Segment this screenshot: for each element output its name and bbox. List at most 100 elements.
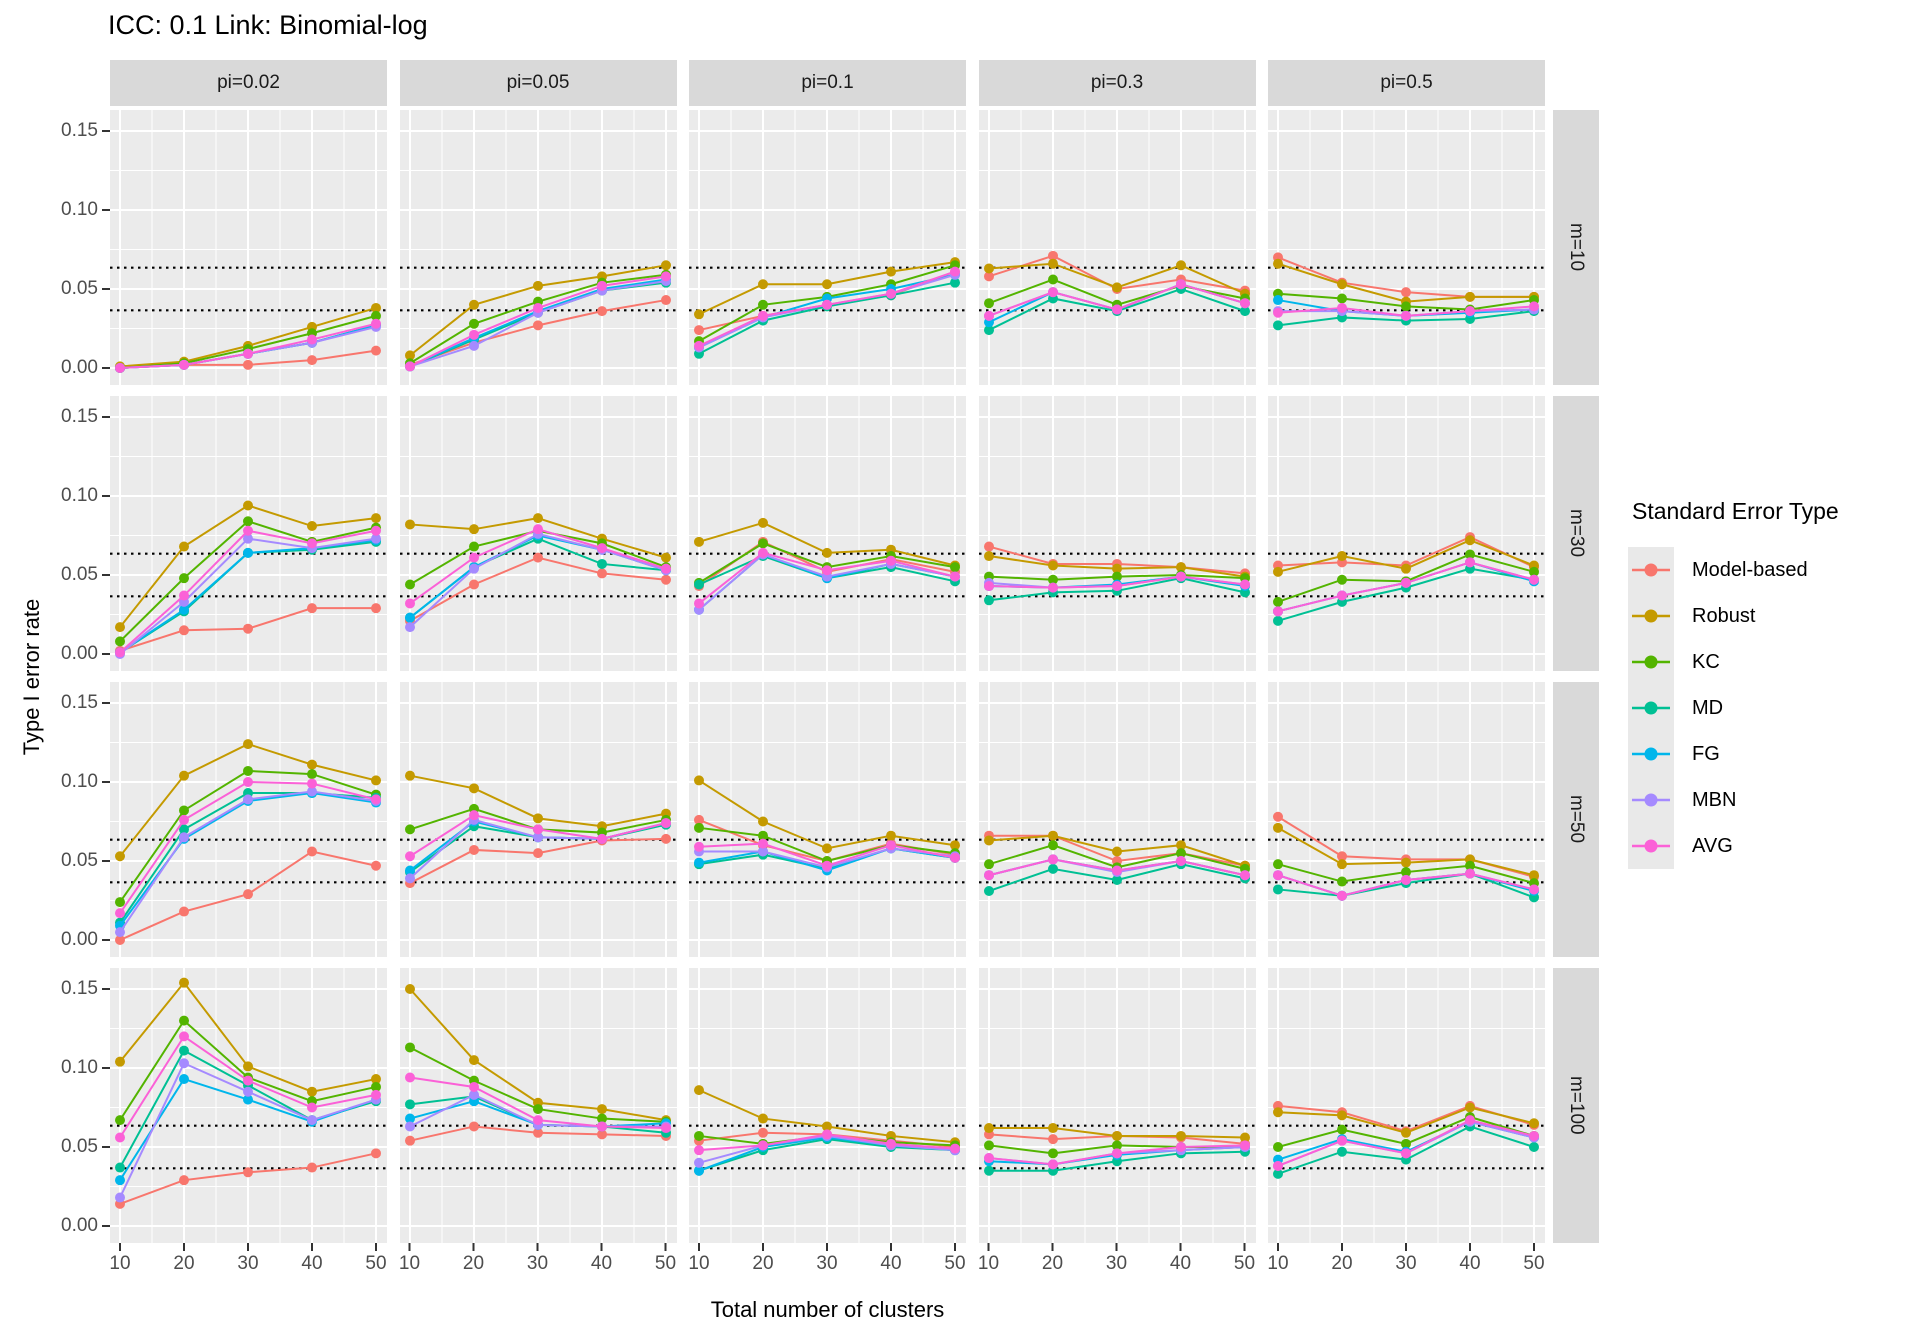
series-avg [115,525,381,658]
legend-item-label: MBN [1692,788,1737,811]
facet-row-label: m=10 [1566,223,1587,272]
series-md [983,859,1250,897]
x-tick-label: 40 [880,1253,902,1274]
y-tick-label: 0.10 [61,771,98,792]
facet-panel [689,110,966,385]
x-tick-label: 30 [526,1253,549,1274]
facet-col-strip: pi=0.5 [1268,60,1545,106]
facet-row-strip: m=10 [1553,110,1599,385]
x-tick-label: 20 [173,1253,195,1274]
facet-col-label: pi=0.02 [217,72,280,93]
series-avg [1273,301,1539,321]
x-tick-label: 20 [752,1253,774,1274]
facet-col-strip: pi=0.05 [399,60,677,106]
legend-item-label: AVG [1692,834,1733,857]
facet-panel [1268,396,1545,671]
facet-panel [110,682,387,957]
series-mbn [115,1058,381,1203]
x-tick-label: 50 [365,1253,387,1274]
facet-row-label: m=30 [1566,509,1587,558]
legend-key-icon [1628,593,1674,639]
x-tick-label: 30 [1395,1253,1417,1274]
series-model-based [404,1121,671,1146]
facet-col-strip: pi=0.02 [110,60,387,106]
x-tick-label: 50 [1523,1253,1545,1274]
facet-panel [978,110,1256,385]
legend-item-label: Model-based [1692,558,1808,581]
x-tick-label: 30 [237,1253,259,1274]
facet-row-strip: m=100 [1553,968,1599,1243]
facet-panel [1268,682,1545,957]
series-avg [694,266,960,351]
y-tick-label: 0.10 [61,199,98,220]
series-avg [404,271,671,372]
y-tick-label: 0.05 [61,1136,98,1157]
facet-col-label: pi=0.3 [1090,72,1144,93]
series-model-based [115,1148,381,1209]
facet-col-label: pi=0.1 [801,72,854,93]
legend-key-icon [1628,547,1674,593]
series-robust [983,830,1250,871]
y-tick-label: 0.15 [61,978,98,999]
legend-key-icon [1628,777,1674,823]
legend-item-label: MD [1692,696,1724,719]
series-robust [694,775,960,854]
series-robust [115,977,381,1097]
facet-col-label: pi=0.5 [1380,72,1433,93]
facet-panel [689,396,966,671]
legend-key-icon [1628,823,1674,869]
facet-row-strip: m=30 [1553,396,1599,671]
series-avg [404,810,671,862]
series-robust [983,1123,1250,1143]
x-tick-label: 30 [816,1253,838,1274]
x-tick-label: 20 [462,1253,485,1274]
series-avg [694,1129,960,1156]
series-robust [115,739,381,862]
y-tick-label: 0.05 [61,564,98,585]
series-kc [1273,859,1539,889]
y-tick-label: 0.00 [61,929,98,950]
x-tick-label: 50 [1233,1253,1256,1274]
legend-item: AVG [1628,823,1839,869]
series-robust [1273,1102,1539,1138]
y-tick-label: 0.00 [61,1215,98,1236]
x-tick-label: 20 [1331,1253,1353,1274]
y-tick-label: 0.00 [61,643,98,664]
x-tick-label: 40 [1169,1253,1192,1274]
x-tick-label: 30 [1105,1253,1128,1274]
series-avg [404,1072,671,1134]
facet-panel [978,968,1256,1243]
series-avg [1273,1115,1539,1171]
series-avg [115,318,381,373]
facet-row-strip: m=50 [1553,682,1599,957]
facet-panel [689,968,966,1243]
facet-panel [1268,110,1545,385]
series-avg [694,547,960,609]
facet-panel [978,396,1256,671]
legend-item-label: Robust [1692,604,1756,627]
y-tick-label: 0.10 [61,485,98,506]
x-tick-label: 40 [590,1253,613,1274]
y-tick-label: 0.05 [61,278,98,299]
series-avg [983,279,1250,321]
legend-key-icon [1628,639,1674,685]
series-avg [115,777,381,919]
legend-item: MD [1628,685,1839,731]
x-tick-label: 10 [109,1253,131,1274]
facet-row-label: m=50 [1566,795,1587,844]
series-avg [694,838,960,871]
facet-panel [110,396,387,671]
facet-panel [110,110,387,385]
series-model-based [115,846,381,945]
facet-col-strip: pi=0.3 [978,60,1256,106]
facet-col-strip: pi=0.1 [689,60,966,106]
legend-item: FG [1628,731,1839,777]
facet-row-label: m=100 [1566,1076,1587,1135]
y-tick-label: 0.10 [61,1057,98,1078]
series-avg [983,571,1250,593]
legend-item: Model-based [1628,547,1839,593]
x-tick-label: 10 [398,1253,421,1274]
series-avg [983,1140,1250,1170]
chart-title: ICC: 0.1 Link: Binomial-log [108,10,428,40]
